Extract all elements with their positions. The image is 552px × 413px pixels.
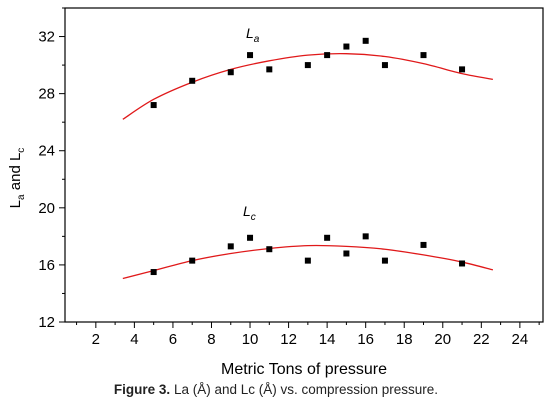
data-point-la — [304, 62, 311, 69]
plot-area-frame — [64, 7, 544, 323]
fit-curves — [122, 52, 494, 280]
data-point-la — [362, 37, 369, 44]
data-point-lc — [189, 257, 196, 264]
data-point-la — [420, 52, 427, 59]
y-tick-label: 32 — [38, 29, 55, 46]
x-tick-label: 18 — [396, 331, 413, 348]
data-point-la — [343, 43, 350, 50]
x-tick-label: 16 — [357, 331, 374, 348]
x-tick-label: 4 — [130, 331, 138, 348]
y-tick-label: 20 — [38, 200, 55, 217]
data-point-lc — [362, 233, 369, 240]
series-label-lc: Lc — [243, 203, 256, 223]
data-point-la — [459, 66, 466, 73]
data-point-lc — [304, 257, 311, 264]
figure-caption: Figure 3. La (Å) and Lc (Å) vs. compress… — [0, 382, 552, 397]
x-tick-label: 8 — [207, 331, 215, 348]
data-point-lc — [343, 250, 350, 257]
x-tick-label: 22 — [473, 331, 490, 348]
y-tick-label: 16 — [38, 257, 55, 274]
data-point-la — [247, 52, 254, 59]
x-tick-label: 2 — [92, 331, 100, 348]
data-point-la — [266, 66, 273, 73]
x-axis-label: Metric Tons of pressure — [221, 361, 387, 378]
data-point-la — [189, 77, 196, 84]
x-tick-label: 14 — [319, 331, 336, 348]
figure-caption-text: La (Å) and Lc (Å) vs. compression pressu… — [173, 382, 439, 397]
x-tick-label: 24 — [512, 331, 529, 348]
data-point-lc — [150, 269, 157, 276]
y-tick-label: 28 — [38, 86, 55, 103]
data-point-lc — [381, 257, 388, 264]
data-point-lc — [420, 241, 427, 248]
data-point-la — [324, 52, 331, 59]
data-point-la — [150, 102, 157, 109]
data-point-la — [381, 62, 388, 69]
data-point-la — [227, 69, 234, 76]
y-axis-label: La and Lc — [7, 148, 27, 209]
data-point-lc — [324, 234, 331, 241]
fit-curve-la — [122, 52, 494, 120]
y-tick-label: 24 — [38, 143, 55, 160]
x-tick-label: 12 — [280, 331, 297, 348]
figure-caption-label: Figure 3. — [113, 382, 171, 397]
data-point-lc — [247, 234, 254, 241]
y-tick-label: 12 — [38, 314, 55, 331]
series-label-la: La — [246, 25, 260, 45]
data-point-lc — [227, 243, 234, 250]
x-tick-label: 10 — [242, 331, 259, 348]
fit-curve-lc — [122, 244, 494, 280]
x-tick-label: 6 — [169, 331, 177, 348]
data-points — [150, 37, 466, 276]
data-point-lc — [266, 246, 273, 253]
x-tick-label: 20 — [434, 331, 451, 348]
data-point-lc — [459, 260, 466, 267]
